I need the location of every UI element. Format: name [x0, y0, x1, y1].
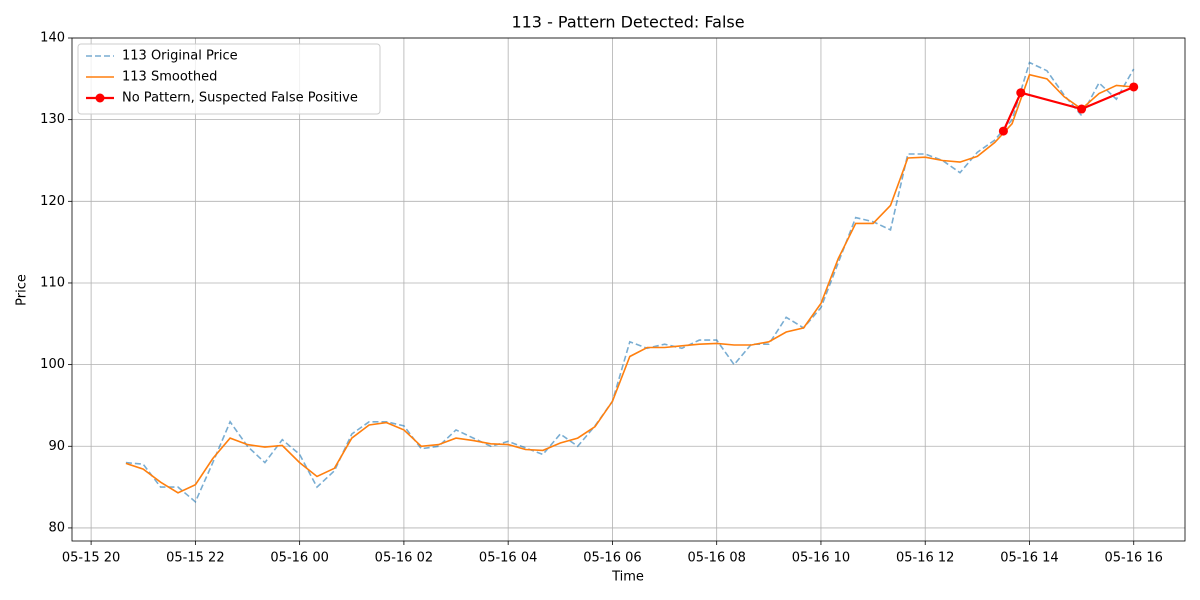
- legend-label: 113 Smoothed: [122, 70, 217, 85]
- chart-title: 113 - Pattern Detected: False: [511, 13, 744, 32]
- y-tick-label: 90: [48, 439, 65, 454]
- series-marker: [1077, 104, 1087, 114]
- x-tick-label: 05-15 22: [166, 551, 224, 566]
- x-tick-label: 05-16 08: [687, 551, 745, 566]
- x-tick-label: 05-16 02: [375, 551, 433, 566]
- x-tick-label: 05-16 06: [583, 551, 641, 566]
- grid: [72, 37, 1185, 541]
- x-axis-label: Time: [611, 570, 644, 585]
- legend: 113 Original Price 113 Smoothed No Pattern…: [77, 43, 381, 115]
- x-tick-label: 05-16 12: [896, 551, 954, 566]
- y-tick-label: 130: [40, 112, 65, 127]
- x-tick-label: 05-16 10: [792, 551, 850, 566]
- x-tick-label: 05-16 16: [1105, 551, 1163, 566]
- legend-label: No Pattern, Suspected False Positive: [122, 91, 358, 106]
- x-tick-label: 05-16 04: [479, 551, 537, 566]
- y-tick-label: 110: [40, 275, 65, 290]
- legend-box: [77, 43, 381, 115]
- series-line: [1002, 85, 1135, 132]
- legend-label: 113 Original Price: [122, 49, 238, 64]
- series-marker: [1129, 82, 1139, 92]
- series-line: [125, 73, 1134, 494]
- y-axis-label: Price: [15, 274, 30, 306]
- series-marker: [1016, 88, 1026, 98]
- x-tick-label: 05-15 20: [62, 551, 120, 566]
- axes-frame: [71, 37, 1186, 542]
- y-tick-label: 140: [40, 31, 65, 46]
- y-tick-label: 100: [40, 357, 65, 372]
- y-tick-label: 120: [40, 194, 65, 209]
- x-tick-label: 05-16 14: [1000, 551, 1058, 566]
- series-line: [125, 61, 1135, 504]
- x-tick-label: 05-16 00: [270, 551, 328, 566]
- plot-area: [125, 61, 1139, 504]
- series-marker: [998, 126, 1008, 136]
- y-tick-label: 80: [48, 520, 65, 535]
- legend-marker: [95, 93, 105, 103]
